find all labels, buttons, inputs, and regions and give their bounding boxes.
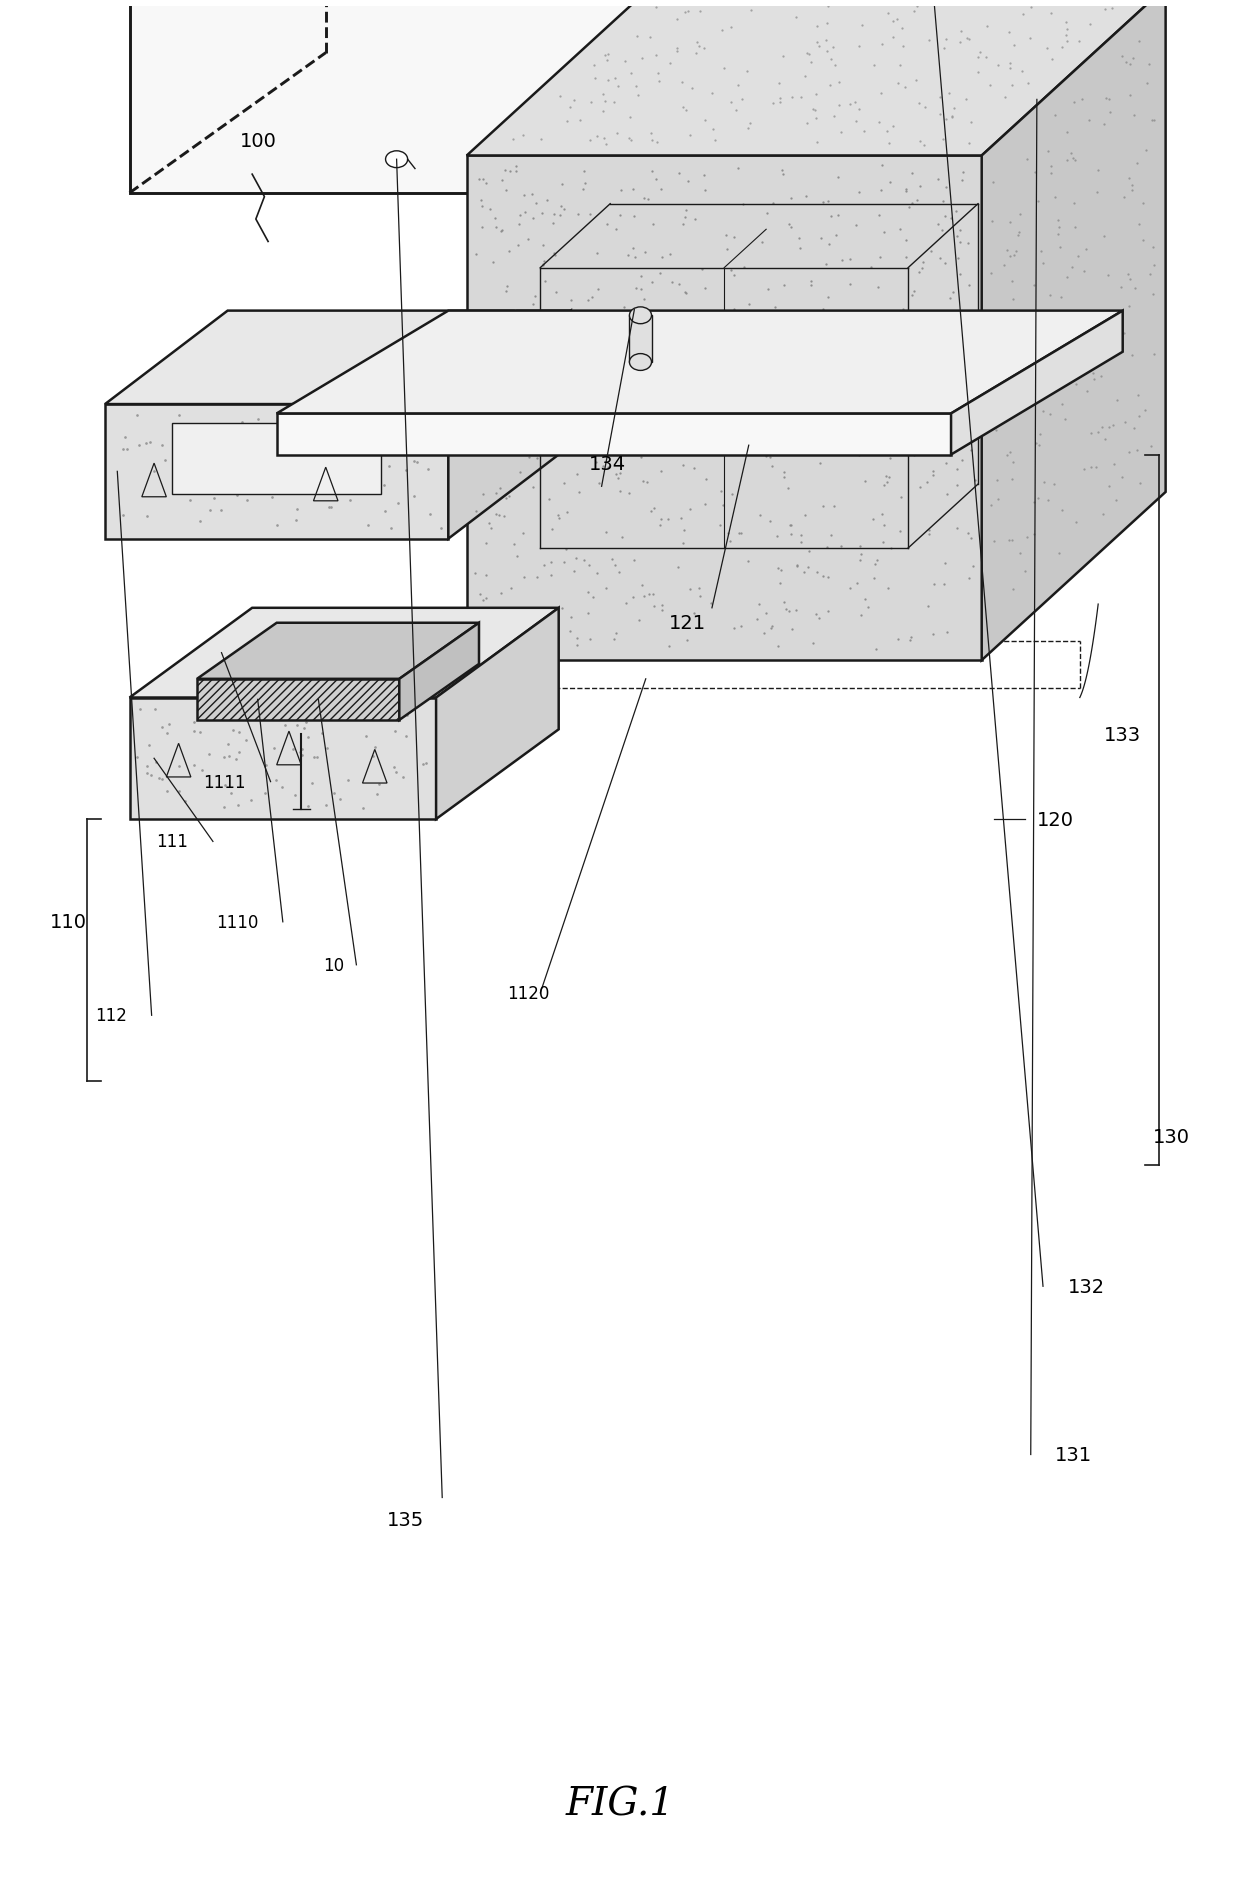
Text: 112: 112 <box>95 1007 128 1024</box>
Ellipse shape <box>386 152 408 169</box>
Polygon shape <box>129 608 559 698</box>
Polygon shape <box>197 679 399 721</box>
Text: 1111: 1111 <box>203 774 246 790</box>
Polygon shape <box>399 623 479 721</box>
Text: 111: 111 <box>156 834 188 851</box>
Text: 120: 120 <box>1037 809 1074 830</box>
Text: 1120: 1120 <box>507 984 549 1003</box>
Polygon shape <box>326 0 1135 55</box>
Polygon shape <box>277 414 951 455</box>
Text: 131: 131 <box>1055 1445 1092 1464</box>
Ellipse shape <box>630 309 651 324</box>
Text: 130: 130 <box>1153 1127 1190 1146</box>
Text: 10: 10 <box>322 956 345 975</box>
Polygon shape <box>129 698 436 819</box>
Text: 110: 110 <box>50 913 87 932</box>
Polygon shape <box>466 156 982 661</box>
Polygon shape <box>105 405 449 540</box>
Text: 133: 133 <box>1105 726 1142 745</box>
Polygon shape <box>982 0 1166 661</box>
Polygon shape <box>129 0 939 194</box>
Text: 100: 100 <box>239 132 277 151</box>
Ellipse shape <box>630 354 651 371</box>
Polygon shape <box>277 311 1122 414</box>
Polygon shape <box>197 623 479 679</box>
Text: FIG.1: FIG.1 <box>565 1786 675 1822</box>
Polygon shape <box>449 311 570 540</box>
Text: 135: 135 <box>387 1511 424 1530</box>
Text: 134: 134 <box>589 455 626 474</box>
Polygon shape <box>630 316 651 363</box>
Polygon shape <box>951 311 1122 455</box>
Text: 1110: 1110 <box>216 913 258 932</box>
Polygon shape <box>172 423 381 495</box>
Polygon shape <box>939 0 1135 194</box>
Text: 132: 132 <box>1068 1278 1105 1297</box>
Text: 121: 121 <box>668 614 706 632</box>
Polygon shape <box>436 608 559 819</box>
Polygon shape <box>105 311 570 405</box>
Polygon shape <box>466 0 1166 156</box>
